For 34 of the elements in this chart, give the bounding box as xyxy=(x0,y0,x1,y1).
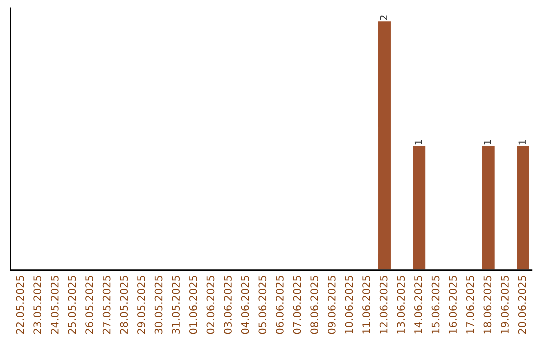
x-tick-label: 14.06.2025 xyxy=(414,276,422,334)
x-tick-label: 22.05.2025 xyxy=(16,276,24,334)
x-tick-label: 26.05.2025 xyxy=(86,276,94,334)
x-tick-label: 05.06.2025 xyxy=(258,276,267,334)
x-tick-label: 04.06.2025 xyxy=(241,276,250,334)
data-label: 2 xyxy=(380,16,388,20)
x-tick-label: 08.06.2025 xyxy=(310,276,319,334)
x-tick-label: 25.05.2025 xyxy=(68,276,76,334)
x-tick-label: 15.06.2025 xyxy=(432,276,440,334)
data-label: 1 xyxy=(414,140,422,145)
x-tick-label: 28.05.2025 xyxy=(120,276,128,334)
x-tick-label: 24.05.2025 xyxy=(50,276,59,334)
x-tick-label: 07.06.2025 xyxy=(293,276,302,334)
x-tick-label: 19.06.2025 xyxy=(501,276,509,334)
x-tick-label: 29.05.2025 xyxy=(138,276,146,334)
x-tick-label: 20.06.2025 xyxy=(518,276,526,334)
x-tick-label: 18.06.2025 xyxy=(484,276,492,334)
x-tick-label: 31.05.2025 xyxy=(172,276,180,334)
x-tick-label: 17.06.2025 xyxy=(466,276,474,334)
x-tick-label: 13.06.2025 xyxy=(397,276,406,334)
x-tick-label: 09.06.2025 xyxy=(328,276,336,334)
data-label: 1 xyxy=(484,140,492,145)
x-tick-label: 27.05.2025 xyxy=(102,276,111,334)
x-tick-label: 10.06.2025 xyxy=(345,276,354,334)
x-tick-label: 30.05.2025 xyxy=(154,276,163,334)
x-tick-label: 12.06.2025 xyxy=(380,276,388,334)
x-tick-label: 03.06.2025 xyxy=(224,276,232,334)
x-tick-label: 23.05.2025 xyxy=(34,276,42,334)
x-tick-label: 02.06.2025 xyxy=(206,276,215,334)
x-tick-label: 06.06.2025 xyxy=(276,276,284,334)
x-tick-label: 11.06.2025 xyxy=(362,276,370,334)
x-tick-label: 16.06.2025 xyxy=(449,276,458,334)
data-label: 1 xyxy=(518,140,526,145)
x-tick-label: 01.06.2025 xyxy=(189,276,198,334)
